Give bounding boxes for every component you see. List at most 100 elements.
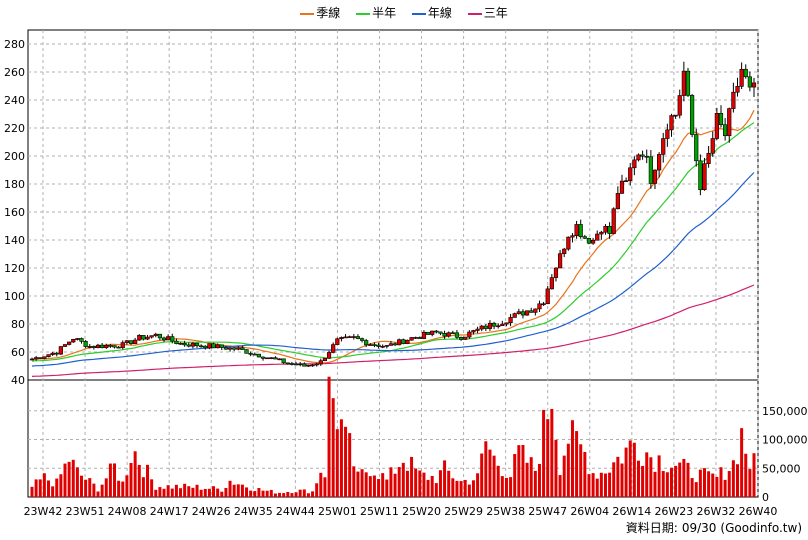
price-tick-label: 280 [4, 38, 25, 51]
volume-bar [187, 486, 191, 497]
volume-bar [517, 445, 521, 497]
candle-body [723, 124, 728, 137]
volume-bar [240, 484, 244, 497]
candle-body [141, 335, 146, 340]
candle-body [190, 342, 196, 347]
candle-body [487, 322, 493, 329]
candle-body [747, 76, 752, 88]
candle-body [194, 342, 200, 347]
price-tick-label: 100 [4, 290, 25, 303]
volume-bar [372, 475, 376, 497]
candle-body [508, 317, 513, 324]
volume-bar [137, 464, 141, 497]
volume-bar [170, 488, 174, 497]
volume-bar [575, 431, 579, 497]
volume-bar [715, 476, 719, 497]
candle-body [632, 159, 637, 169]
volume-bar [63, 463, 67, 497]
candle-body [161, 337, 167, 341]
candle-body [702, 163, 707, 191]
volume-bar [636, 460, 640, 497]
volume-bar [183, 483, 187, 497]
candle-body [599, 231, 604, 235]
volume-bar [455, 480, 459, 497]
volume-bar [224, 487, 228, 497]
candle-body [405, 339, 410, 344]
volume-bar [166, 485, 170, 497]
volume-bar [269, 489, 273, 497]
volume-bar [158, 487, 162, 497]
candle-body [153, 333, 158, 336]
volume-bar [562, 455, 566, 497]
candle-body [331, 344, 336, 353]
volume-bar [405, 470, 409, 497]
legend-swatch [356, 12, 371, 15]
volume-bar [282, 493, 286, 497]
candle-body [665, 129, 670, 139]
volume-bar [100, 484, 104, 497]
volume-bar [471, 480, 475, 497]
candle-body [83, 341, 88, 347]
candle-body [384, 345, 389, 347]
volume-bar [500, 476, 504, 497]
legend-item: 季線 [300, 4, 340, 21]
volume-bar [108, 463, 112, 497]
volume-bar [566, 443, 570, 497]
candle-body [483, 325, 488, 329]
volume-bar [150, 479, 154, 497]
candle-body [298, 363, 303, 366]
volume-bar [719, 467, 723, 497]
candle-body [306, 364, 311, 367]
candle-body [673, 114, 678, 117]
candle-body [731, 91, 736, 109]
volume-bar [661, 471, 665, 497]
candle-body [739, 68, 744, 87]
candle-body [669, 115, 674, 131]
volume-bar [117, 480, 121, 497]
price-tick-label: 40 [11, 374, 25, 387]
candle-body [417, 337, 422, 339]
candle-body [636, 154, 641, 161]
candle-body [91, 346, 96, 348]
volume-bar [67, 461, 71, 497]
volume-bar [393, 473, 397, 497]
volume-bar [348, 433, 352, 497]
candle-body [615, 193, 620, 210]
candle-body [186, 344, 191, 347]
volume-bar [438, 470, 442, 497]
candle-body [240, 347, 245, 350]
candle-body [657, 154, 662, 171]
candle-body [203, 345, 208, 349]
candle-body [137, 335, 142, 341]
volume-bar [509, 477, 513, 497]
candle-body [322, 358, 328, 362]
candle-body [718, 113, 724, 126]
volume-bar [401, 462, 405, 497]
candle-body [174, 340, 179, 345]
candle-body [714, 113, 719, 139]
volume-bar [47, 480, 51, 497]
x-tick-label: 24W08 [108, 505, 147, 518]
price-tick-label: 200 [4, 150, 25, 163]
volume-bar [513, 454, 517, 497]
legend-label: 三年 [483, 6, 508, 20]
volume-bar [707, 471, 711, 497]
candle-body [326, 352, 332, 359]
candle-body [438, 331, 443, 334]
volume-bar [583, 452, 587, 497]
candle-body [743, 68, 748, 78]
volume-bar [533, 470, 537, 497]
volume-bar [220, 491, 224, 497]
candle-body [50, 352, 55, 355]
candle-body [541, 303, 546, 306]
candle-body [248, 353, 253, 355]
volume-bar [203, 488, 207, 497]
volume-bar [669, 467, 673, 497]
volume-bar [113, 463, 117, 497]
candle-body [710, 138, 715, 154]
candle-body [199, 345, 204, 348]
candle-body [223, 347, 229, 350]
candle-body [219, 344, 224, 348]
candle-body [232, 347, 237, 350]
volume-bar [162, 488, 166, 497]
